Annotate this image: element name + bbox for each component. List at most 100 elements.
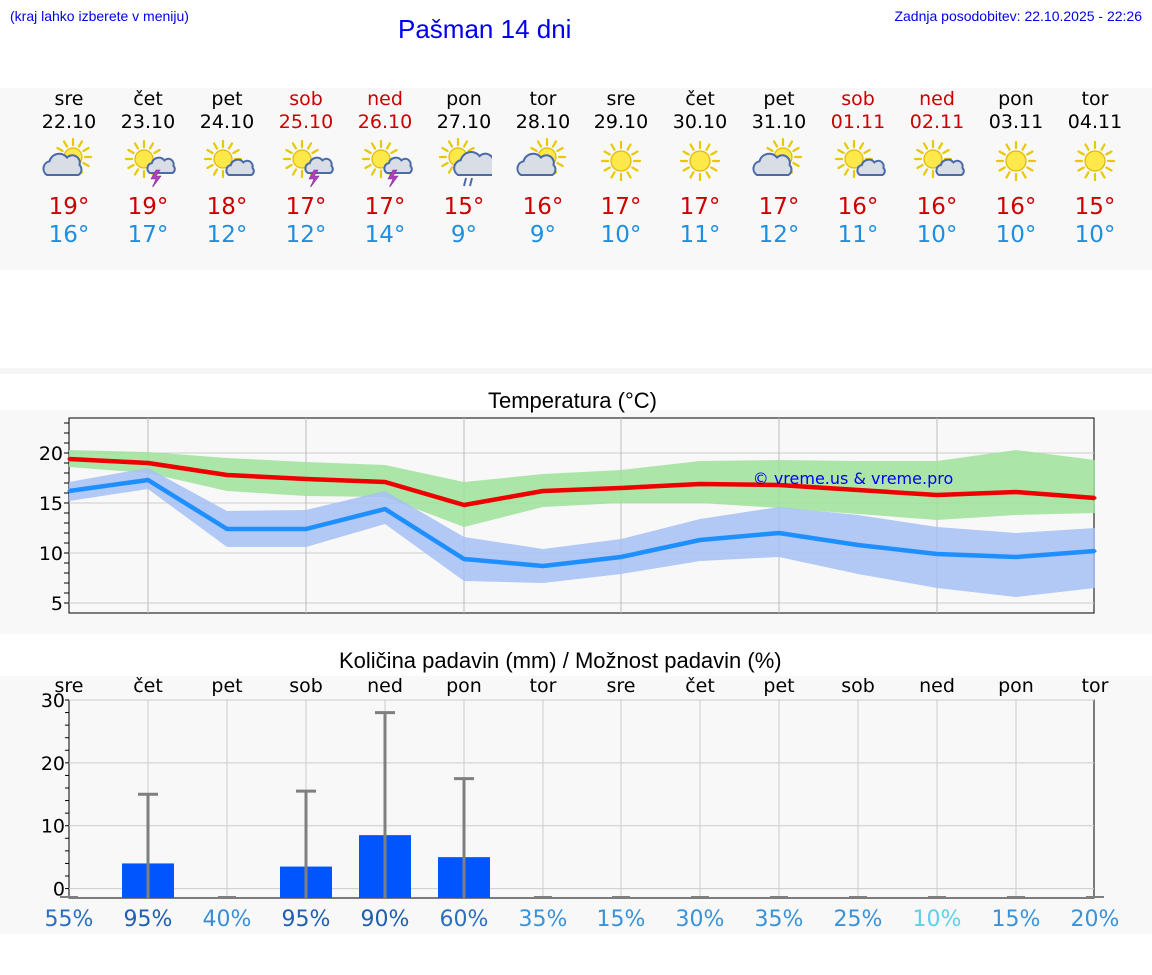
y-tick-label: 30 — [41, 690, 65, 712]
precipitation-chart: sre čet pet sob ned pon tor sre čet pet sob ned pon t… — [41, 675, 1120, 932]
min-point — [67, 489, 71, 493]
sun-storm-icon — [124, 139, 176, 187]
min-point — [541, 564, 545, 568]
sun-icon — [1074, 140, 1116, 182]
day-column: tor 04.11 15° 10° — [1055, 88, 1135, 249]
min-temperature: 16° — [48, 222, 90, 248]
min-range-band — [69, 468, 1095, 597]
day-name: sre — [54, 88, 84, 110]
day-date: 25.10 — [278, 111, 334, 133]
precip-probability: 95% — [282, 907, 331, 932]
precip-probability: 15% — [597, 907, 646, 932]
day-name: sre — [606, 88, 636, 110]
precip-probability: 60% — [440, 907, 489, 932]
max-point — [462, 503, 466, 507]
max-temperature: 17° — [600, 194, 642, 220]
min-temperature: 12° — [206, 222, 248, 248]
sun-icon — [679, 140, 721, 182]
day-name: ned — [919, 88, 955, 110]
sun-storm-icon — [361, 139, 413, 187]
sun-icon — [995, 140, 1037, 182]
max-point — [67, 457, 71, 461]
sun-rain-icon — [438, 137, 492, 187]
day-name: pet — [763, 88, 795, 110]
day-date: 29.10 — [593, 111, 649, 133]
daily-forecast-strip: sre 22.10 19° 16° čet 23.10 19° 17° pet 24.10 18° 1… — [0, 88, 1152, 268]
max-temperature: 19° — [127, 194, 169, 220]
temperature-chart: 5 10 15 20 © vreme.us & vreme.pro — [39, 417, 1097, 615]
sun-small-cloud-icon — [203, 139, 255, 179]
day-name: čet — [133, 88, 163, 110]
day-label: ned — [367, 675, 403, 697]
min-temperature: 12° — [758, 222, 800, 248]
precip-probability: 35% — [755, 907, 804, 932]
day-label: sob — [289, 675, 323, 697]
y-tick-label: 20 — [39, 443, 63, 465]
max-point — [698, 482, 702, 486]
max-temperature-line — [68, 456, 1096, 508]
min-point — [383, 507, 387, 511]
day-name: pet — [211, 88, 243, 110]
day-label: pet — [211, 675, 242, 697]
day-name: tor — [1081, 88, 1109, 110]
min-temperature: 17° — [127, 222, 169, 248]
min-point — [856, 543, 860, 547]
day-date: 30.10 — [672, 111, 728, 133]
min-temperature: 9° — [450, 222, 478, 248]
precip-probability: 35% — [519, 907, 568, 932]
day-name: ned — [367, 88, 403, 110]
min-temperature-line — [68, 477, 1096, 569]
day-label: pon — [446, 675, 482, 697]
precip-probability: 30% — [676, 907, 725, 932]
max-point — [146, 461, 150, 465]
y-tick-label: 10 — [39, 543, 63, 565]
min-temperature: 11° — [679, 222, 721, 248]
location-menu-hint[interactable]: (kraj lahko izberete v meniju) — [10, 8, 189, 24]
max-point — [619, 486, 623, 490]
day-date: 23.10 — [120, 111, 176, 133]
day-date: 26.10 — [357, 111, 413, 133]
precip-probability: 95% — [124, 907, 173, 932]
sun-storm-icon — [282, 139, 334, 187]
sun-small-cloud-icon — [834, 139, 886, 179]
min-temperature: 11° — [837, 222, 879, 248]
min-point — [619, 555, 623, 559]
max-point — [541, 489, 545, 493]
day-column: sob 01.11 16° 11° — [818, 88, 898, 249]
y-tick-label: 0 — [53, 879, 65, 901]
day-date: 01.11 — [830, 111, 886, 133]
max-point — [856, 488, 860, 492]
min-point — [1014, 555, 1018, 559]
day-column: čet 23.10 19° 17° — [108, 88, 188, 249]
day-label: pet — [763, 675, 794, 697]
y-tick-label: 5 — [51, 593, 63, 615]
day-label: čet — [133, 675, 163, 697]
sun-cloud-icon — [516, 137, 567, 177]
max-temperature: 17° — [679, 194, 721, 220]
sun-small-cloud-icon — [913, 139, 965, 179]
day-date: 31.10 — [751, 111, 807, 133]
forecast-band — [0, 88, 1152, 270]
day-label: tor — [530, 675, 557, 697]
day-date: 28.10 — [515, 111, 571, 133]
plot-area — [68, 699, 1095, 899]
page-title: Pašman 14 dni — [398, 14, 572, 44]
min-point — [146, 478, 150, 482]
day-column: sob 25.10 17° 12° — [266, 88, 346, 249]
y-tick-label: 10 — [41, 816, 65, 838]
precip-probability: 55% — [45, 907, 94, 932]
precip-probability: 15% — [992, 907, 1041, 932]
min-point — [935, 552, 939, 556]
min-temperature: 10° — [916, 222, 958, 248]
day-name: sob — [289, 88, 323, 110]
day-label: pon — [998, 675, 1034, 697]
temperature-chart-title: Temperatura (°C) — [488, 388, 657, 413]
day-column: pon 27.10 15° 9° — [424, 88, 504, 249]
min-temperature: 10° — [1074, 222, 1116, 248]
y-tick-label: 20 — [41, 753, 65, 775]
sun-cloud-icon — [752, 137, 803, 177]
min-point — [225, 527, 229, 531]
watermark: © vreme.us & vreme.pro — [753, 469, 954, 488]
max-temperature: 16° — [995, 194, 1037, 220]
day-column: ned 02.11 16° 10° — [897, 88, 977, 249]
